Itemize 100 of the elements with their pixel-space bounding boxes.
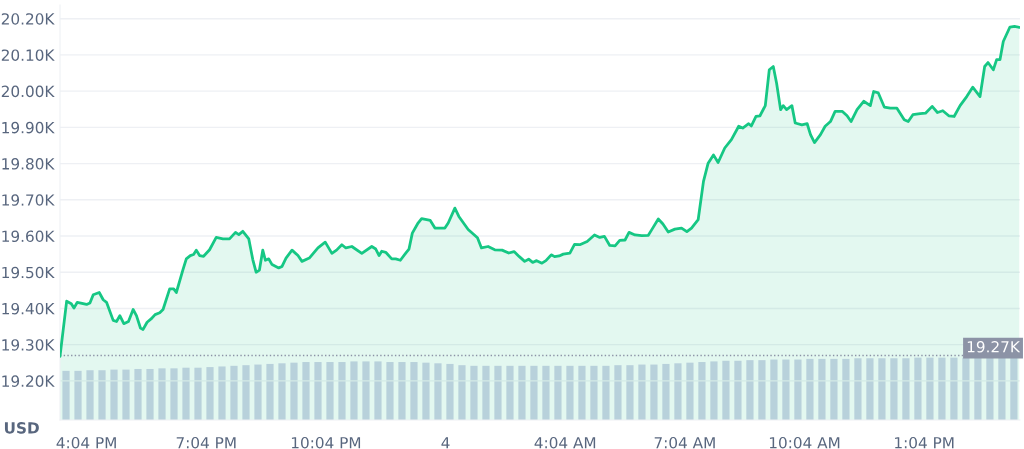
- bar: [110, 369, 118, 420]
- bar: [626, 365, 634, 420]
- x-tick-label: 7:04 AM: [654, 436, 715, 449]
- bar: [698, 362, 706, 420]
- bar: [386, 362, 394, 420]
- bar: [170, 368, 178, 420]
- bar: [278, 363, 286, 420]
- bar: [446, 363, 454, 420]
- bar: [542, 365, 550, 420]
- bar: [854, 358, 862, 420]
- bar: [866, 358, 874, 420]
- bar: [374, 361, 382, 420]
- x-tick-label: 7:04 PM: [176, 436, 236, 449]
- bar: [398, 362, 406, 420]
- bar: [194, 367, 202, 420]
- bar: [686, 362, 694, 420]
- bar: [482, 365, 490, 420]
- bar: [230, 365, 238, 420]
- bar: [302, 362, 310, 420]
- bar: [146, 368, 154, 420]
- bar: [734, 360, 742, 420]
- bar: [218, 366, 226, 420]
- bar: [494, 365, 502, 420]
- bar: [98, 370, 106, 420]
- bar: [314, 362, 322, 420]
- bar: [266, 363, 274, 420]
- y-tick-label: 20.20K: [1, 13, 55, 25]
- bar: [914, 357, 922, 420]
- bar: [662, 363, 670, 420]
- bar: [830, 358, 838, 420]
- bar: [962, 357, 970, 420]
- y-tick-label: 19.80K: [2, 158, 55, 170]
- bar: [410, 362, 418, 420]
- bar: [134, 368, 142, 420]
- bar: [902, 358, 910, 420]
- bar: [758, 360, 766, 420]
- bar: [122, 369, 130, 420]
- ref-line-label: 19.27K: [967, 341, 1021, 353]
- x-tick-label: 1:04 PM: [895, 436, 954, 449]
- bar: [158, 368, 166, 420]
- x-tick-label: 10:04 AM: [769, 436, 840, 449]
- bar: [434, 363, 442, 420]
- bar: [986, 356, 994, 420]
- bar: [950, 357, 958, 420]
- bar: [470, 365, 478, 420]
- bar: [362, 361, 370, 420]
- bar: [794, 359, 802, 420]
- y-tick-label: 20.10K: [1, 49, 55, 61]
- y-tick-label: 19.40K: [2, 302, 55, 315]
- bar: [650, 364, 658, 420]
- bar: [86, 370, 94, 420]
- x-tick-label: 4:04 AM: [534, 436, 596, 449]
- bar: [746, 360, 754, 420]
- bar: [926, 357, 934, 420]
- x-tick-label: 10:04 PM: [291, 436, 361, 449]
- y-tick-label: 19.90K: [2, 121, 55, 134]
- bar: [74, 370, 82, 420]
- bar: [578, 365, 586, 420]
- x-tick-label: 4:04 PM: [56, 436, 116, 449]
- bar: [674, 363, 682, 420]
- bar: [638, 364, 646, 420]
- bar: [722, 360, 730, 420]
- bar: [530, 365, 538, 420]
- y-tick-label: 19.60K: [2, 230, 55, 243]
- bar: [566, 365, 574, 420]
- bar: [422, 362, 430, 420]
- bar: [182, 367, 190, 420]
- bar: [62, 370, 70, 420]
- bar: [614, 365, 622, 420]
- bar: [590, 365, 598, 420]
- bar: [890, 358, 898, 420]
- x-tick-label: 4: [441, 437, 450, 449]
- bar: [974, 356, 982, 420]
- y-tick-label: 19.50K: [2, 266, 55, 279]
- bar: [710, 361, 718, 420]
- bar: [782, 359, 790, 420]
- bar: [806, 358, 814, 420]
- bar: [554, 365, 562, 420]
- bar: [290, 362, 298, 420]
- y-tick-label: 19.20K: [2, 375, 55, 387]
- bar: [518, 365, 526, 420]
- bar: [878, 358, 886, 420]
- bar: [818, 358, 826, 420]
- bar: [506, 365, 514, 420]
- bar: [938, 357, 946, 420]
- y-axis-title: USD: [4, 422, 39, 434]
- bar: [350, 361, 358, 420]
- bar: [770, 359, 778, 420]
- bar: [1010, 356, 1018, 420]
- bar: [842, 358, 850, 420]
- bar: [254, 364, 262, 420]
- bar: [338, 362, 346, 420]
- y-tick-label: 20.00K: [1, 85, 55, 98]
- bar: [458, 365, 466, 420]
- bar: [602, 365, 610, 420]
- y-tick-label: 19.70K: [2, 194, 55, 206]
- bar: [206, 367, 214, 420]
- bar: [326, 362, 334, 420]
- bar: [998, 356, 1006, 420]
- y-tick-label: 19.30K: [2, 339, 55, 351]
